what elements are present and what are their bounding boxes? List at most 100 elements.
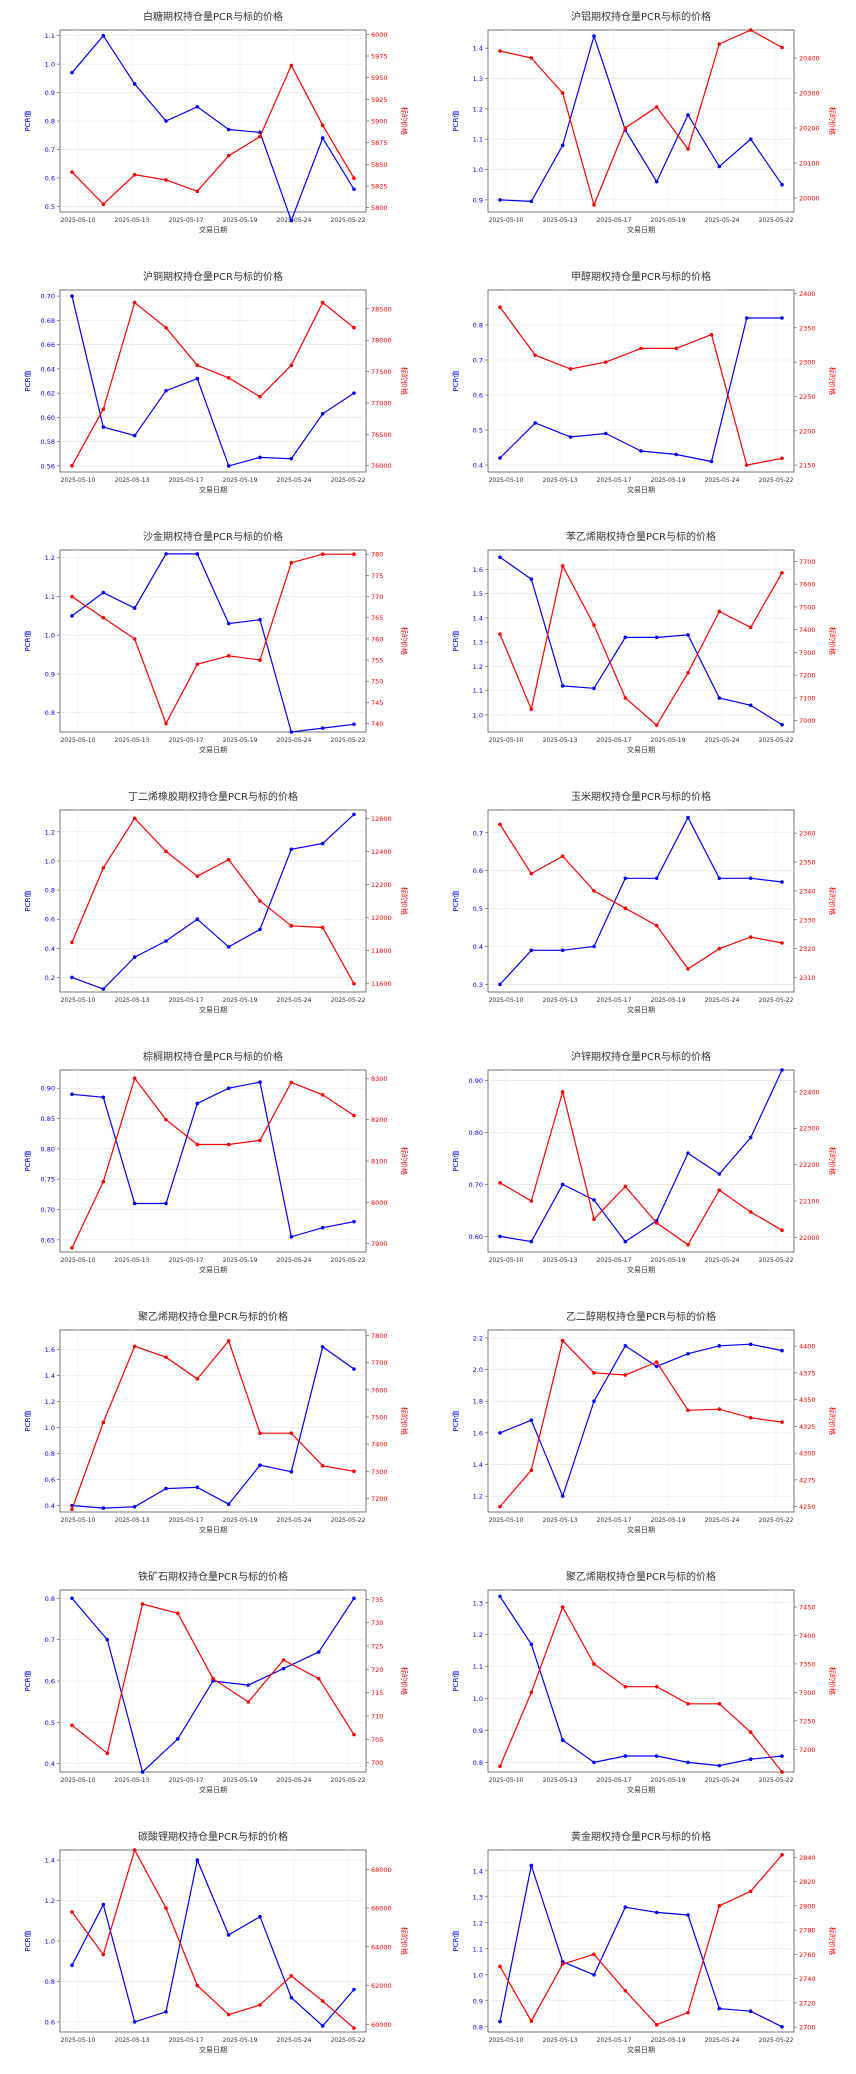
x-tick-label: 2025-05-13 (543, 737, 578, 744)
pcr-data-point (498, 456, 502, 460)
y2-tick-label: 4350 (799, 1396, 816, 1404)
price-data-point (686, 1408, 690, 1413)
y1-tick-label: 2.0 (473, 1366, 483, 1374)
y1-tick-label: 1.0 (45, 1424, 55, 1432)
pcr-data-point (780, 880, 784, 884)
pcr-data-point (258, 1463, 262, 1467)
price-data-point (498, 305, 502, 309)
y1-tick-label: 0.80 (41, 1145, 55, 1153)
price-data-point (211, 1676, 215, 1681)
pcr-data-point (195, 104, 200, 109)
y1-tick-label: 0.4 (45, 945, 55, 953)
x-tick-label: 2025-05-24 (277, 737, 312, 744)
y2-tick-label: 7400 (371, 1441, 388, 1449)
pcr-series-line (71, 1081, 355, 1238)
pcr-data-point (101, 987, 106, 991)
price-data-point (560, 1605, 565, 1609)
pcr-data-point (258, 927, 262, 932)
chart-panel: 铁矿石期权持仓量PCR与标的价格 0.4 0.5 0.6 0.7 0.8 700 705 710… (8, 1564, 409, 1814)
price-data-point (164, 1117, 168, 1122)
pcr-data-point (717, 1344, 722, 1348)
y2-tick-label: 5950 (371, 74, 388, 82)
x-tick-label: 2025-05-22 (331, 2037, 366, 2044)
y2-axis-label: 标的价格 (400, 1927, 409, 1955)
y2-tick-label: 66000 (371, 1905, 392, 1913)
price-data-point (748, 1730, 753, 1734)
x-tick-label: 2025-05-19 (223, 1517, 258, 1524)
y1-tick-label: 0.8 (45, 1450, 55, 1458)
plot-frame (59, 289, 367, 473)
y1-tick-label: 0.70 (41, 293, 55, 301)
y2-axis-label: 标的价格 (828, 887, 837, 915)
pcr-data-point (717, 696, 722, 700)
price-data-point (623, 1373, 628, 1377)
y1-tick-label: 1.1 (473, 687, 483, 695)
pcr-series-line (499, 556, 783, 726)
y2-tick-label: 700 (371, 1759, 383, 1767)
price-data-point (352, 1732, 356, 1737)
price-data-point (289, 63, 294, 68)
pcr-data-point (780, 182, 784, 187)
y2-tick-label: 4375 (799, 1369, 816, 1377)
price-data-point (717, 1407, 722, 1412)
y2-tick-label: 12600 (371, 815, 392, 823)
x-tick-label: 2025-05-19 (223, 737, 258, 744)
pcr-data-point (101, 425, 106, 429)
price-data-point (70, 1507, 74, 1512)
y2-tick-label: 2720 (799, 1999, 816, 2007)
y2-tick-label: 710 (371, 1713, 383, 1721)
y1-axis-label: PCR值 (23, 631, 32, 652)
y2-tick-label: 8000 (371, 1199, 388, 1207)
price-data-point (603, 360, 608, 364)
price-data-point (780, 45, 784, 50)
y2-tick-label: 760 (371, 635, 383, 643)
plot-frame (487, 1589, 795, 1773)
pcr-data-point (195, 376, 200, 381)
price-data-point (320, 925, 325, 930)
pcr-data-point (686, 633, 690, 637)
pcr-data-point (529, 577, 534, 581)
pcr-data-point (748, 137, 753, 141)
y2-tick-label: 11800 (371, 947, 392, 955)
y1-tick-label: 1.4 (473, 45, 483, 53)
y1-tick-label: 1.3 (473, 1893, 483, 1901)
price-data-point (709, 332, 714, 337)
price-series-line (499, 29, 783, 207)
price-data-point (352, 176, 356, 180)
price-data-point (289, 924, 294, 928)
pcr-data-point (289, 218, 294, 223)
y1-tick-label: 0.6 (45, 916, 55, 924)
x-tick-label: 2025-05-13 (115, 737, 150, 744)
pcr-data-point (101, 1902, 106, 1907)
price-data-point (654, 1360, 659, 1364)
price-data-point (289, 1080, 294, 1085)
y1-tick-label: 1.0 (45, 632, 55, 640)
price-data-point (70, 170, 74, 174)
pcr-data-point (258, 455, 262, 460)
x-tick-label: 2025-05-24 (277, 997, 312, 1004)
pcr-data-point (70, 1963, 74, 1968)
pcr-series-line (71, 295, 355, 467)
pcr-data-point (780, 1068, 784, 1072)
y2-tick-label: 7350 (799, 1660, 816, 1668)
y1-tick-label: 1.0 (473, 1695, 483, 1703)
pcr-data-point (592, 1760, 596, 1765)
y2-tick-label: 4300 (799, 1450, 816, 1458)
pcr-data-point (226, 1086, 231, 1090)
pcr-data-point (529, 199, 534, 204)
x-tick-label: 2025-05-17 (169, 1517, 204, 1524)
y1-tick-label: 0.68 (41, 317, 55, 325)
chart-svg: 聚乙烯期权持仓量PCR与标的价格 0.8 0.9 1.0 1.1 1.2 1.3 7200 72… (451, 1570, 837, 1794)
pcr-data-point (623, 635, 628, 640)
y1-tick-label: 1.1 (473, 1945, 483, 1953)
y2-tick-label: 780 (371, 551, 383, 559)
x-tick-label: 2025-05-13 (543, 477, 578, 484)
y1-tick-label: 0.4 (473, 943, 483, 951)
y2-tick-label: 2330 (799, 916, 816, 924)
x-tick-label: 2025-05-13 (115, 477, 150, 484)
price-data-point (226, 1142, 231, 1147)
y2-tick-label: 4400 (799, 1343, 816, 1351)
price-data-point (101, 615, 106, 620)
price-data-point (258, 658, 262, 662)
pcr-data-point (654, 1364, 659, 1369)
